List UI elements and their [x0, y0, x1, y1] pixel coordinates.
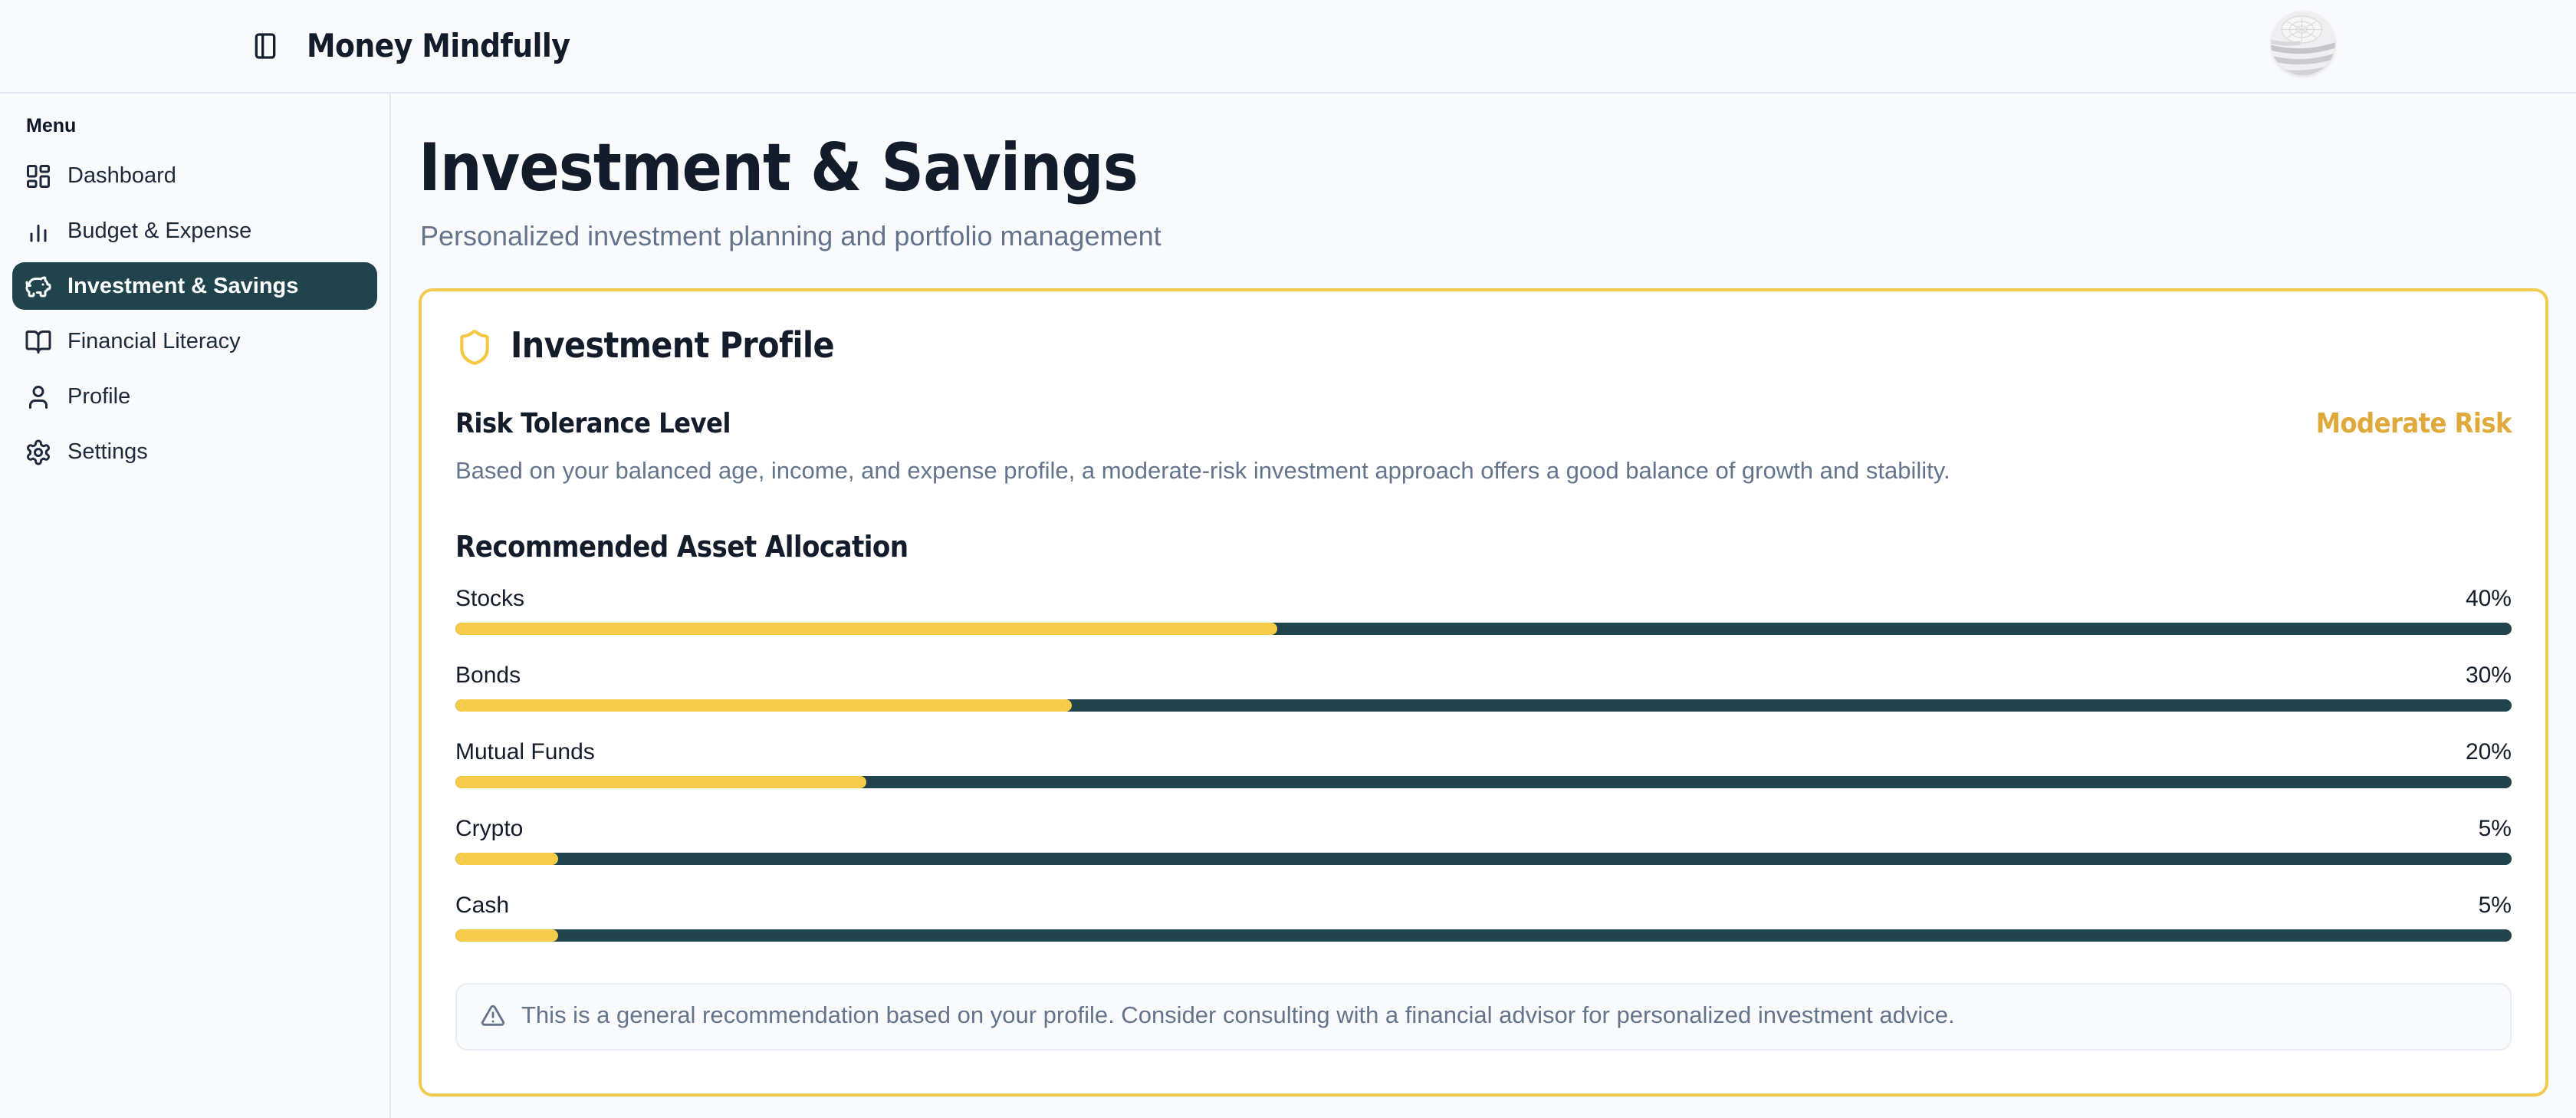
allocation-bar-fill [455, 699, 1073, 712]
asset-label: Cash [455, 892, 510, 919]
dashboard-icon [25, 162, 52, 189]
asset-label: Crypto [455, 815, 524, 842]
asset-percent: 30% [2465, 662, 2512, 689]
card-title: Investment Profile [511, 327, 835, 367]
allocation-bar-fill [455, 929, 559, 942]
allocation-row-crypto: Crypto 5% [455, 816, 2512, 865]
sidebar-item-label: Investment & Savings [67, 274, 299, 298]
allocation-row-stocks: Stocks 40% [455, 586, 2512, 635]
page-subtitle: Personalized investment planning and por… [420, 221, 1162, 252]
allocation-bar-track [455, 699, 2512, 712]
allocation-list: Stocks 40% Bonds 30% Mutual Funds 20% Crypto 5%… [455, 586, 2512, 942]
sidebar-item-profile[interactable]: Profile [12, 373, 377, 420]
asset-percent: 20% [2465, 738, 2512, 765]
allocation-row-bonds: Bonds 30% [455, 663, 2512, 712]
sidebar-item-label: Budget & Expense [67, 219, 252, 243]
sidebar-item-financial-literacy[interactable]: Financial Literacy [12, 317, 377, 365]
asset-label: Mutual Funds [455, 738, 595, 765]
asset-percent: 5% [2478, 892, 2512, 919]
risk-level-badge: Moderate Risk [2315, 408, 2512, 440]
allocation-bar-track [455, 852, 2512, 865]
allocation-bar-fill [455, 622, 1278, 635]
user-avatar[interactable] [2271, 11, 2335, 75]
main-content: Investment & Savings Personalized invest… [393, 94, 2576, 1118]
sidebar-item-budget-expense[interactable]: Budget & Expense [12, 207, 377, 255]
allocation-row-header: Crypto 5% [455, 816, 2512, 842]
allocation-row-header: Stocks 40% [455, 586, 2512, 612]
risk-description: Based on your balanced age, income, and … [455, 459, 1950, 485]
allocation-bar-fill [455, 775, 867, 788]
sidebar-nav: Dashboard Budget & Expense Investment & Sa… [0, 152, 389, 475]
sidebar-item-label: Dashboard [67, 163, 176, 188]
advice-note: This is a general recommendation based o… [455, 982, 2512, 1051]
risk-heading: Risk Tolerance Level [455, 408, 731, 440]
allocation-row-header: Bonds 30% [455, 663, 2512, 689]
piggy-bank-icon [25, 272, 52, 300]
allocation-heading: Recommended Asset Allocation [455, 530, 909, 564]
bar-chart-icon [25, 217, 52, 245]
card-header: Investment Profile [455, 327, 2512, 367]
asset-label: Stocks [455, 585, 525, 612]
advice-note-text: This is a general recommendation based o… [521, 1002, 1955, 1029]
allocation-bar-fill [455, 852, 559, 865]
menu-section-label: Menu [26, 115, 77, 136]
top-header: Money Mindfully [0, 0, 2576, 94]
alert-triangle-icon [480, 1004, 506, 1030]
allocation-row-header: Cash 5% [455, 893, 2512, 919]
asset-percent: 5% [2478, 815, 2512, 842]
gear-icon [25, 438, 52, 465]
sidebar-item-dashboard[interactable]: Dashboard [12, 152, 377, 199]
app-title: Money Mindfully [307, 28, 570, 64]
sidebar-item-label: Financial Literacy [67, 329, 241, 353]
investment-profile-card: Investment Profile Risk Tolerance Level … [419, 288, 2548, 1097]
risk-row: Risk Tolerance Level Moderate Risk [455, 408, 2512, 440]
book-open-icon [25, 327, 52, 355]
asset-percent: 40% [2465, 585, 2512, 612]
panel-left-icon [250, 31, 281, 61]
allocation-row-cash: Cash 5% [455, 893, 2512, 942]
avatar-image [2271, 11, 2335, 75]
sidebar-item-investment-savings[interactable]: Investment & Savings [12, 262, 377, 310]
allocation-row-mutual-funds: Mutual Funds 20% [455, 739, 2512, 788]
asset-label: Bonds [455, 662, 521, 689]
allocation-row-header: Mutual Funds 20% [455, 739, 2512, 765]
sidebar-toggle-button[interactable] [248, 29, 282, 63]
sidebar: Menu Dashboard Budget & Expense Investment… [0, 94, 391, 1118]
user-icon [25, 383, 52, 410]
allocation-bar-track [455, 775, 2512, 788]
allocation-bar-track [455, 622, 2512, 635]
shield-icon [455, 327, 494, 366]
allocation-bar-track [455, 929, 2512, 942]
sidebar-item-label: Settings [67, 439, 148, 464]
sidebar-item-label: Profile [67, 384, 131, 409]
sidebar-item-settings[interactable]: Settings [12, 428, 377, 475]
page-title: Investment & Savings [419, 130, 1138, 207]
